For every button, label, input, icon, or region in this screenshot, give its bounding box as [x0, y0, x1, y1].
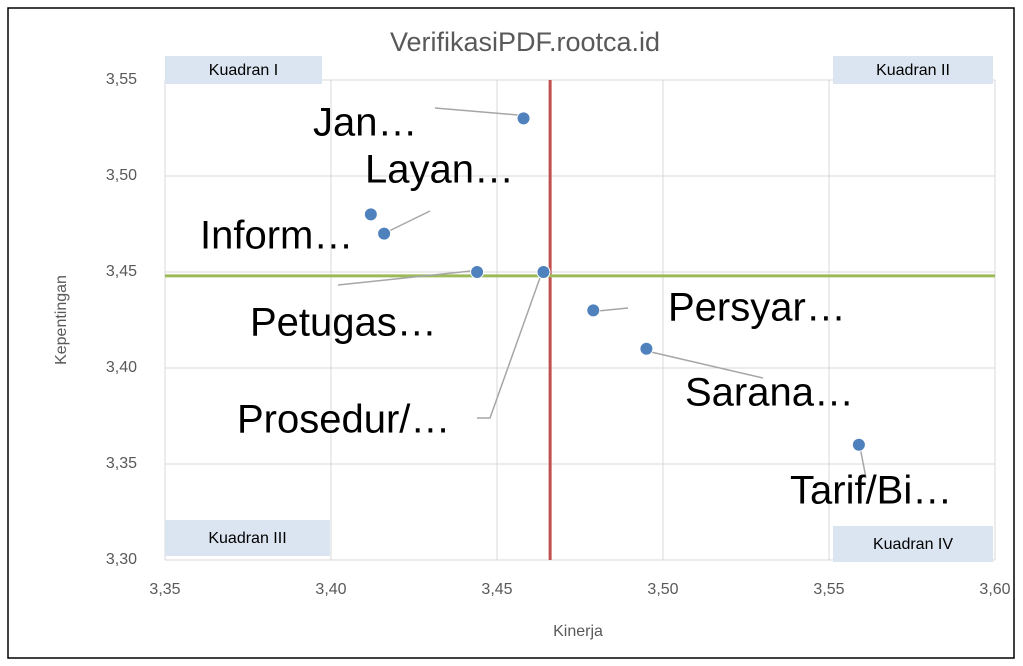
data-label: Petugas… [250, 301, 437, 345]
data-label: Sarana… [685, 371, 854, 415]
leader-line [337, 270, 472, 286]
data-label: Inform… [200, 214, 353, 258]
x-tick-label: 3,60 [979, 581, 1010, 598]
y-tick-label: 3,35 [106, 455, 137, 472]
point [851, 437, 866, 452]
x-tick-label: 3,35 [149, 581, 180, 598]
leader-line [386, 210, 431, 233]
leader-line [859, 446, 867, 479]
x-tick-label: 3,40 [315, 581, 346, 598]
data-label: Persyar… [668, 286, 846, 330]
point [586, 303, 601, 318]
chart-title: VerifikasiPDF.rootca.id [390, 27, 660, 57]
leader-line [434, 107, 519, 116]
point [377, 226, 392, 241]
point [536, 265, 551, 279]
quadrant-label: Kuadran I [209, 62, 278, 79]
data-label: Prosedur/… [237, 398, 450, 442]
quadrant-box [165, 56, 322, 84]
y-tick-label: 3,55 [106, 71, 137, 88]
data-label: Jan… [313, 101, 418, 145]
quadrant-box [165, 520, 330, 556]
leader-line [477, 274, 542, 419]
quadrant-label: Kuadran III [208, 530, 286, 547]
quadrant-box [833, 526, 993, 562]
quadrant-label: Kuadran IV [873, 536, 953, 553]
quadrant-label: Kuadran II [876, 62, 950, 79]
y-tick-label: 3,30 [106, 551, 137, 568]
x-tick-label: 3,55 [813, 581, 844, 598]
y-tick-label: 3,40 [106, 359, 137, 376]
data-label: Layan… [365, 148, 514, 192]
data-label: Tarif/Bi… [790, 469, 952, 513]
x-tick-label: 3,45 [481, 581, 512, 598]
y-tick-label: 3,45 [106, 263, 137, 280]
leader-line [597, 307, 629, 312]
point [639, 341, 654, 356]
y-tick-label: 3,50 [106, 167, 137, 184]
quadrant-box [833, 56, 993, 84]
point [516, 111, 531, 126]
leader-line [650, 351, 764, 379]
x-axis-label: Kinerja [553, 623, 603, 640]
x-tick-label: 3,50 [647, 581, 678, 598]
y-axis-label: Kepentingan [53, 275, 70, 365]
point [363, 207, 378, 222]
point [470, 265, 485, 279]
